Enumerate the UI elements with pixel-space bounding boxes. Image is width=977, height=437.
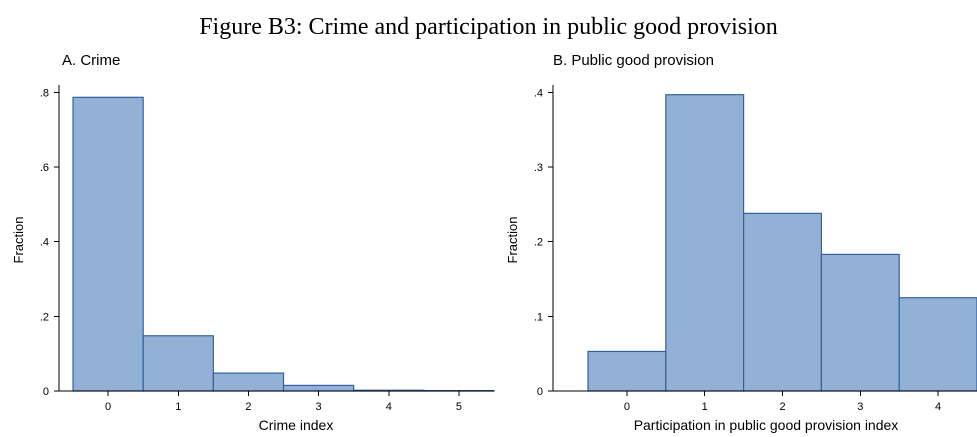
y-tick-label: .3 <box>534 162 543 174</box>
bar-0 <box>587 350 667 392</box>
y-tick-label: 0 <box>43 386 49 398</box>
y-tick-label: .2 <box>40 311 49 323</box>
panel-a-x-ticks: 0 1 2 3 4 5 <box>105 391 462 413</box>
panel-b-y-axis-title: Fraction <box>505 217 520 264</box>
panel-b-y-ticks: .4 .3 .2 .1 0 <box>534 87 553 398</box>
panel-b-x-ticks: 0 1 2 3 4 <box>624 391 941 413</box>
y-tick-label: .1 <box>534 311 543 323</box>
x-tick-label: 3 <box>857 401 863 413</box>
x-tick-label: 0 <box>105 401 111 413</box>
bar-1 <box>665 94 745 392</box>
bar-4 <box>898 297 977 392</box>
panel-b-subtitle: B. Public good provision <box>553 52 714 69</box>
x-tick-label: 1 <box>175 401 181 413</box>
x-tick-label: 0 <box>624 401 630 413</box>
bar-0 <box>72 96 144 392</box>
figure-title: Figure B3: Crime and participation in pu… <box>199 14 778 40</box>
panel-a-x-axis-title: Crime index <box>259 417 334 433</box>
y-tick-label: .4 <box>534 87 543 99</box>
panel-b-bars <box>587 94 977 392</box>
y-tick-label: 0 <box>537 386 543 398</box>
panel-a-y-ticks: .8 .6 .4 .2 0 <box>40 87 59 398</box>
y-tick-label: .4 <box>40 237 49 249</box>
panel-b-x-axis-title: Participation in public good provision i… <box>634 417 899 433</box>
x-tick-label: 5 <box>456 401 462 413</box>
panel-a-y-axis-title: Fraction <box>11 217 26 264</box>
x-tick-label: 3 <box>316 401 322 413</box>
bar-2 <box>743 212 823 392</box>
x-tick-label: 2 <box>245 401 251 413</box>
y-tick-label: .6 <box>40 162 49 174</box>
panel-a-subtitle: A. Crime <box>62 52 120 69</box>
y-tick-label: .2 <box>534 237 543 249</box>
x-tick-label: 4 <box>386 401 392 413</box>
x-tick-label: 4 <box>935 401 941 413</box>
bar-3 <box>820 253 900 392</box>
y-tick-label: .8 <box>40 87 49 99</box>
x-tick-label: 2 <box>779 401 785 413</box>
x-tick-label: 1 <box>702 401 708 413</box>
